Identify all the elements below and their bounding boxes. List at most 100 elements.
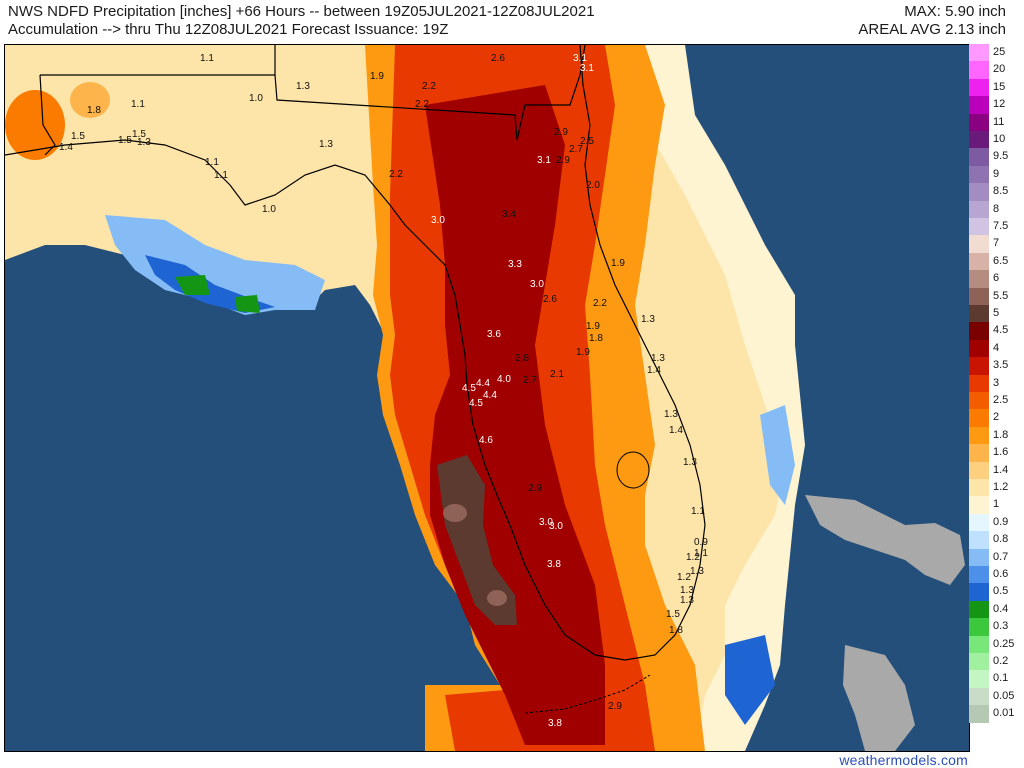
precip-max-spot-2 (487, 590, 507, 606)
legend-label: 0.25 (993, 637, 1015, 650)
legend-swatch (969, 392, 989, 410)
precip-value-label: 1.1 (691, 506, 705, 517)
legend-label: 8.5 (993, 185, 1009, 198)
precip-nw-spot (5, 90, 65, 160)
precip-value-label: 1.5 (118, 135, 132, 146)
legend-label: 9 (993, 167, 1000, 180)
legend-entry: 8.5 (969, 183, 1024, 201)
precipitation-map[interactable]: 1.1 2.6 3.1 3.1 1.9 1.3 2.2 1.0 1.8 1.1 2.2 1.5 1.5 1… (4, 44, 970, 752)
precip-max-spot-1 (443, 504, 467, 522)
legend-label: 5 (993, 307, 1000, 319)
legend-swatch (969, 287, 989, 305)
bahamas-land (805, 495, 965, 585)
precip-value-label: 1.3 (651, 353, 665, 364)
legend-swatch (969, 566, 989, 584)
legend-entry: 4.5 (969, 322, 1024, 340)
legend-swatch (969, 339, 989, 358)
precip-value-label: 2.2 (389, 169, 403, 180)
precip-value-label: 1.2 (686, 552, 700, 563)
legend-swatch (969, 705, 989, 723)
precip-gulf-blue (105, 215, 325, 315)
legend-swatch (969, 305, 989, 323)
precip-value-label: 2.2 (422, 81, 436, 92)
precip-value-label: 1.3 (680, 595, 694, 606)
precip-value-label: 1.3 (690, 566, 704, 577)
precip-value-label: 1.3 (296, 81, 310, 92)
legend-entry: 5.5 (969, 287, 1024, 305)
legend-label: 5.5 (993, 289, 1009, 302)
legend-entry: 0.4 (969, 600, 1024, 619)
precip-value-label: 1.3 (319, 139, 333, 150)
legend-swatch (969, 270, 989, 288)
precip-value-label: 1.3 (137, 137, 151, 148)
precip-value-label: 1.4 (669, 425, 683, 436)
precip-value-label: 1.9 (611, 258, 625, 269)
legend-swatch (969, 444, 989, 462)
legend-swatch (969, 426, 989, 445)
legend-label: 15 (993, 80, 1006, 93)
legend-entry: 0.8 (969, 531, 1024, 549)
precip-value-label: 2.2 (593, 298, 607, 309)
legend-entry: 11 (969, 113, 1024, 131)
precip-value-label: 2.0 (586, 180, 600, 191)
legend-label: 1 (993, 498, 1000, 511)
legend-entry: 2 (969, 409, 1024, 427)
precip-value-label: 3.8 (547, 559, 561, 570)
precip-value-label: 1.5 (666, 609, 680, 620)
precip-value-label: 2.6 (491, 53, 505, 64)
legend-label: 6 (993, 272, 1000, 285)
max-value-readout: MAX: 5.90 inch (904, 3, 1006, 20)
legend-entry: 9.5 (969, 148, 1024, 166)
precip-value-label: 1.5 (132, 129, 146, 140)
legend-swatch (969, 670, 989, 688)
legend-entry: 1.4 (969, 461, 1024, 479)
legend-entry: 6.5 (969, 252, 1024, 271)
legend-entry: 0.1 (969, 670, 1024, 688)
legend-label: 0.4 (993, 602, 1009, 615)
precip-value-label: 4.4 (483, 390, 497, 401)
legend-entry: 10 (969, 131, 1024, 149)
legend-label: 7.5 (993, 220, 1009, 232)
legend-entry: 0.3 (969, 618, 1024, 636)
precip-max-brown (437, 455, 517, 625)
legend-entry: 12 (969, 96, 1024, 114)
legend-label: 9.5 (993, 150, 1009, 163)
precip-east-blue-2 (725, 635, 775, 725)
precip-value-label: 1.1 (694, 548, 708, 559)
legend-swatch (969, 600, 989, 619)
legend-swatch (969, 687, 989, 706)
legend-label: 3.5 (993, 359, 1009, 372)
legend-label: 4.5 (993, 324, 1009, 337)
precip-value-label: 1.3 (680, 585, 694, 596)
state-border-ga-fl (40, 45, 586, 141)
legend-swatch (969, 218, 989, 236)
legend-entry: 0.01 (969, 705, 1024, 723)
precip-value-label: 4.5 (462, 383, 476, 394)
legend-label: 4 (993, 341, 1000, 354)
precip-value-label: 1.1 (131, 99, 145, 110)
legend-label: 0.5 (993, 585, 1009, 598)
legend-label: 6.5 (993, 254, 1009, 267)
precip-value-label: 1.1 (200, 53, 214, 64)
precip-value-label: 3.6 (487, 329, 501, 340)
legend-label: 0.9 (993, 515, 1009, 528)
legend-swatch (969, 235, 989, 253)
precip-nw-spot-2 (70, 82, 110, 118)
precip-value-label: 3.3 (508, 259, 522, 270)
precip-gulf-green-1 (175, 275, 210, 295)
legend-label: 7 (993, 237, 1000, 250)
precip-value-label: 1.8 (589, 333, 603, 344)
legend-swatch (969, 96, 989, 114)
legend-entry: 0.5 (969, 583, 1024, 601)
credit-link[interactable]: weathermodels.com (839, 752, 968, 768)
map-canvas: 1.1 2.6 3.13.11.91.3 2.21.01.81.1 2.21.5 1.51… (5, 45, 969, 751)
florida-coastline (5, 45, 706, 661)
legend-label: 1.4 (993, 463, 1009, 476)
legend-label: 0.2 (993, 655, 1009, 667)
legend-label: 2 (993, 411, 1000, 424)
legend-label: 0.05 (993, 689, 1015, 702)
precip-value-label: 1.8 (87, 105, 101, 116)
legend-swatch (969, 653, 989, 671)
precip-value-label: 1.9 (370, 71, 384, 82)
legend-swatch (969, 461, 989, 479)
